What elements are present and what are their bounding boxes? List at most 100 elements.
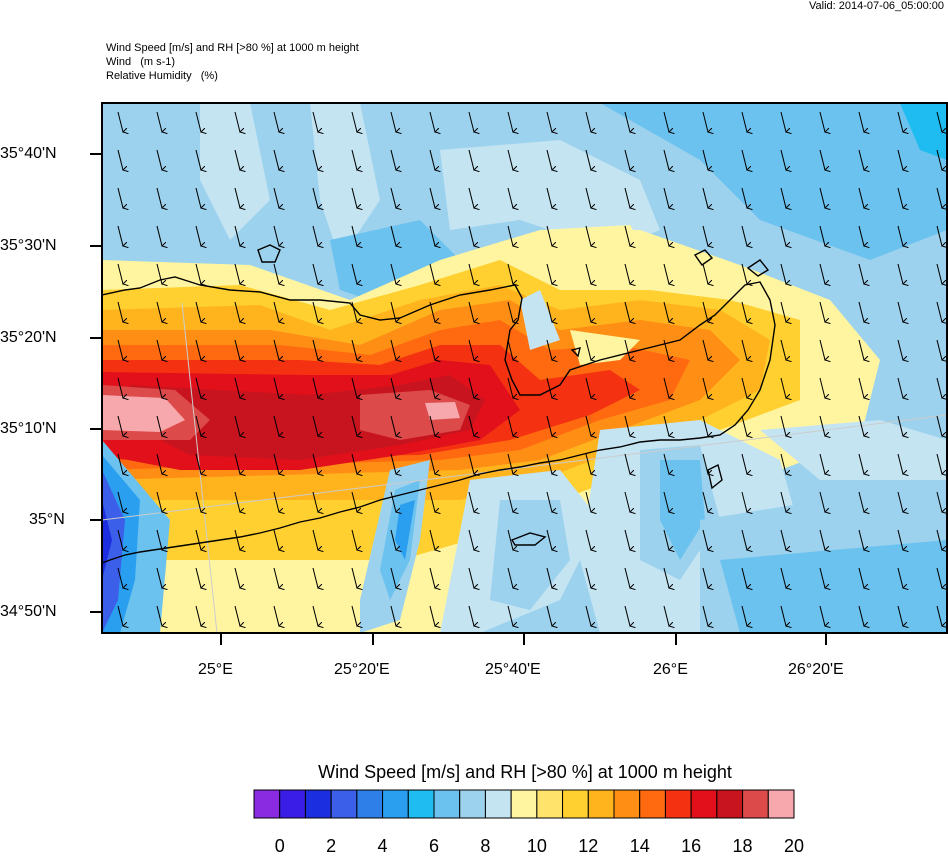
- lat-label-35-20: 35°20'N: [0, 329, 57, 346]
- wind-arrow: [858, 301, 864, 322]
- wind-arrow: [390, 301, 396, 322]
- wind-arrow: [546, 339, 552, 360]
- wind-arrow: [195, 187, 201, 208]
- wind-arrow: [780, 225, 786, 246]
- wind-arrow: [390, 149, 396, 170]
- wind-vectors: [117, 111, 942, 626]
- wind-arrow: [429, 187, 435, 208]
- wind-arrow: [429, 529, 435, 550]
- wind-arrow: [273, 567, 279, 588]
- wind-arrow: [780, 453, 786, 474]
- wind-arrow: [858, 225, 864, 246]
- wind-arrow: [273, 453, 279, 474]
- wind-arrow: [195, 377, 201, 398]
- wind-arrow: [624, 491, 630, 512]
- colorbar-tick-label: 2: [326, 836, 337, 856]
- wind-arrow: [624, 111, 630, 132]
- wind-arrow: [156, 567, 162, 588]
- wind-arrow: [936, 453, 942, 474]
- wind-arrow: [858, 605, 864, 626]
- wind-arrow: [585, 377, 591, 398]
- wind-arrow: [468, 377, 474, 398]
- wind-arrow: [429, 149, 435, 170]
- wind-arrow: [507, 415, 513, 436]
- colorbar-swatch: [664, 789, 692, 819]
- wind-arrow: [234, 377, 240, 398]
- title-line-1: Wind Speed [m/s] and RH [>80 %] at 1000 …: [106, 42, 359, 54]
- wind-arrow: [429, 339, 435, 360]
- wind-arrow: [546, 301, 552, 322]
- wind-arrow: [546, 149, 552, 170]
- wind-arrow: [741, 415, 747, 436]
- wind-arrow: [507, 149, 513, 170]
- wind-arrow: [585, 301, 591, 322]
- wind-arrow: [780, 377, 786, 398]
- wind-arrow: [273, 111, 279, 132]
- wind-arrow: [156, 225, 162, 246]
- colorbar-swatch: [459, 789, 486, 819]
- wind-arrow: [195, 263, 201, 284]
- colorbar-swatch: [613, 789, 641, 819]
- colorbar-swatch: [510, 789, 538, 819]
- colorbar-swatch: [253, 789, 281, 819]
- wind-arrow: [819, 529, 825, 550]
- wind-arrow: [936, 377, 942, 398]
- wind-arrow: [936, 301, 942, 322]
- wind-arrow: [117, 377, 123, 398]
- wind-arrow: [741, 225, 747, 246]
- wind-arrow: [234, 149, 240, 170]
- wind-arrow: [507, 529, 513, 550]
- wind-arrow: [195, 605, 201, 626]
- wind-arrow: [195, 453, 201, 474]
- wind-arrow: [624, 339, 630, 360]
- colorbar-swatch: [382, 789, 409, 819]
- wind-arrow: [351, 491, 357, 512]
- wind-arrow: [468, 111, 474, 132]
- wind-arrow: [507, 453, 513, 474]
- wind-arrow: [897, 491, 903, 512]
- lat-label-35-30: 35°30'N: [0, 237, 57, 254]
- wind-arrow: [468, 415, 474, 436]
- wind-arrow: [819, 491, 825, 512]
- wind-arrow: [273, 605, 279, 626]
- wind-arrow: [585, 605, 591, 626]
- colorbar-swatch: [484, 789, 512, 819]
- wind-arrow: [195, 111, 201, 132]
- colorbar-swatch: [716, 789, 744, 819]
- wind-arrow: [117, 453, 123, 474]
- wind-arrow: [468, 529, 474, 550]
- wind-arrow: [117, 339, 123, 360]
- wind-arrow: [351, 187, 357, 208]
- wind-arrow: [273, 301, 279, 322]
- colorbar-tick-label: 14: [629, 836, 650, 856]
- wind-arrow: [897, 187, 903, 208]
- wind-arrow: [234, 605, 240, 626]
- title-line-3: Relative Humidity (%): [106, 70, 218, 82]
- wind-arrow: [819, 225, 825, 246]
- wind-arrow: [780, 567, 786, 588]
- wind-arrow: [429, 111, 435, 132]
- wind-arrow: [429, 225, 435, 246]
- colorbar-swatch: [562, 789, 589, 819]
- wind-arrow: [234, 415, 240, 436]
- lon-label-25-20e: 25°20'E: [334, 661, 390, 678]
- wind-arrow: [663, 377, 669, 398]
- wind-arrow: [936, 339, 942, 360]
- lat-label-34-50: 34°50'N: [0, 603, 57, 620]
- wind-arrow: [702, 339, 708, 360]
- wind-arrow: [156, 149, 162, 170]
- wind-arrow: [312, 567, 318, 588]
- wind-arrow: [117, 491, 123, 512]
- wind-arrow: [936, 529, 942, 550]
- wind-arrow: [741, 605, 747, 626]
- wind-arrow: [897, 567, 903, 588]
- wind-arrow: [312, 605, 318, 626]
- wind-arrow: [702, 415, 708, 436]
- wind-arrow: [819, 301, 825, 322]
- wind-arrow: [663, 605, 669, 626]
- wind-arrow: [117, 187, 123, 208]
- wind-arrow: [468, 225, 474, 246]
- wind-arrow: [897, 377, 903, 398]
- wind-arrow: [780, 111, 786, 132]
- wind-arrow: [741, 567, 747, 588]
